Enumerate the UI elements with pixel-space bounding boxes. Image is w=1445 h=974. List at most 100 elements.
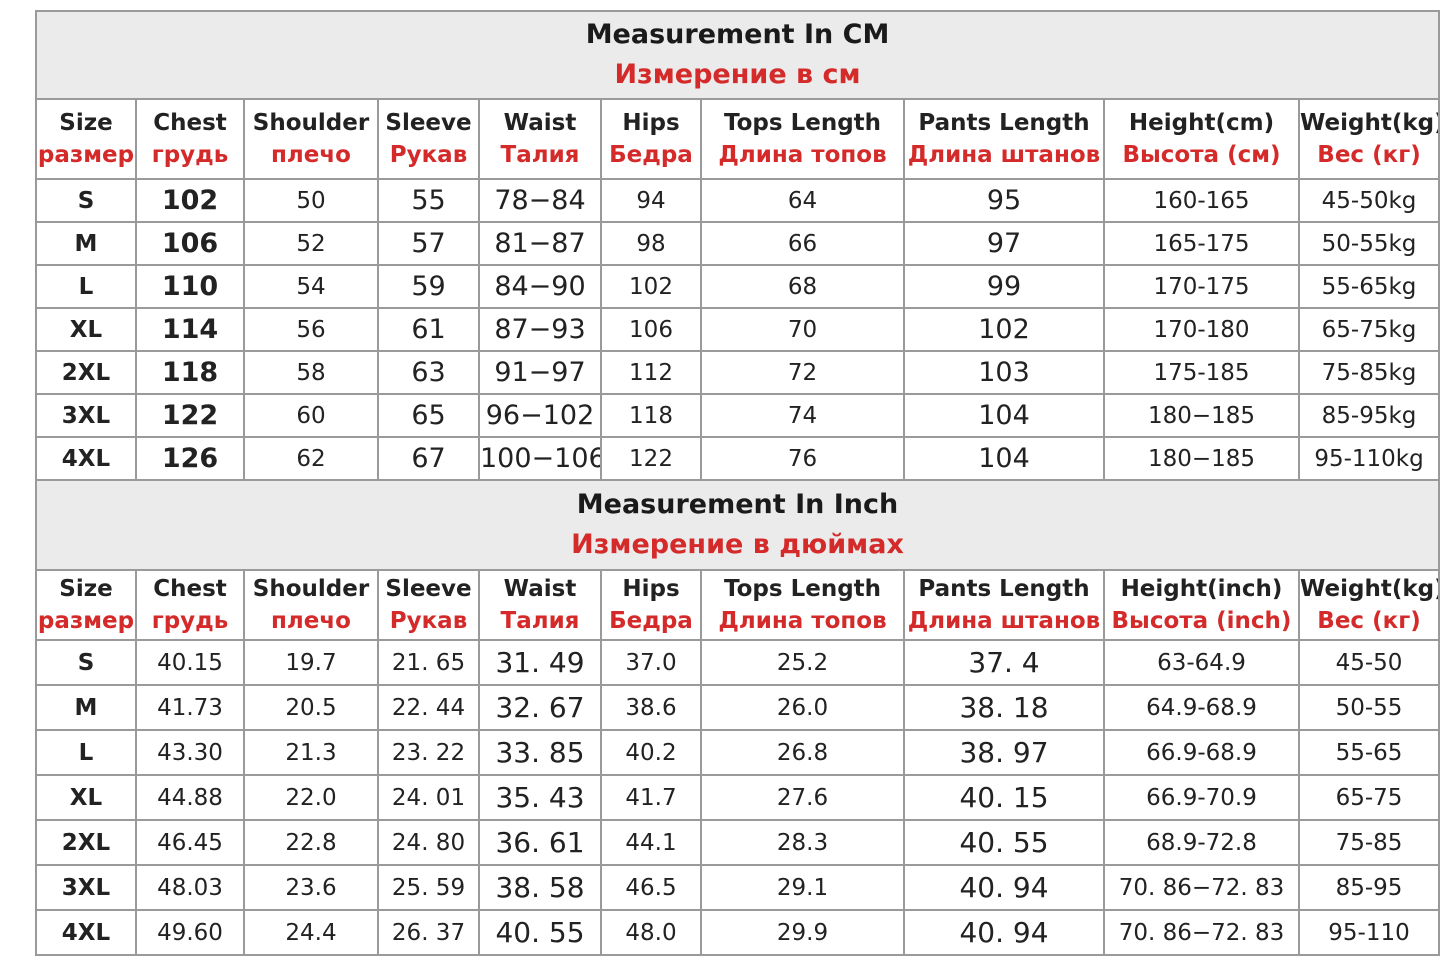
data-cell: 104 [903,436,1105,481]
title-row: Measurement In CM Измерение в см [34,10,1441,100]
data-cell: 165-175 [1103,221,1300,266]
data-row: M 41.73 20.5 22. 44 32. 67 38.6 26.0 38. 18 64.9… [35,684,1441,731]
data-cell: 87−93 [478,307,602,352]
data-cell: 31. 49 [478,639,602,686]
data-row: 3XL 122 60 65 96−102 118 74 104 180−185 85-95kg [35,393,1441,438]
header-ru: Рукав [389,142,468,168]
data-cell: 36. 61 [478,819,602,866]
data-cell: 76 [700,436,905,481]
header-ru: Талия [500,142,580,168]
data-cell: S [35,178,137,223]
data-cell: 3XL [35,393,137,438]
header-cell: Waist Талия [478,98,602,180]
data-cell: 98 [600,221,702,266]
header-cell: Tops Length Длина топов [700,569,905,641]
data-cell: 62 [243,436,379,481]
data-cell: 66 [700,221,905,266]
data-cell: 103 [903,350,1105,395]
data-cell: 23.6 [243,864,379,911]
data-cell: 35. 43 [478,774,602,821]
data-cell: 55-65 [1297,729,1441,776]
data-cell: 112 [600,350,702,395]
header-ru: Вес (кг) [1317,608,1421,634]
data-cell: 22.0 [243,774,379,821]
data-row: 4XL 126 62 67 100−106 122 76 104 180−185 95-110kg [35,436,1441,481]
header-en: Hips [622,576,680,602]
data-cell: 38.6 [600,684,702,731]
data-cell: 45-50 [1297,639,1441,686]
data-cell: 180−185 [1103,436,1300,481]
header-en: Tops Length [723,110,882,136]
data-cell: 63-64.9 [1103,639,1300,686]
data-cell: 65-75kg [1297,307,1441,352]
section-title: Measurement In CM [585,19,890,50]
header-ru: грудь [151,142,229,168]
header-cell: Waist Талия [478,569,602,641]
data-cell: 160-165 [1103,178,1300,223]
data-cell: 40. 55 [903,819,1105,866]
header-en: Size [59,576,113,602]
data-cell: 19.7 [243,639,379,686]
header-ru: размер [37,142,135,168]
section-subtitle: Измерение в см [614,59,861,90]
data-cell: 100−106 [478,436,602,481]
data-cell: 24. 80 [377,819,480,866]
header-en: Pants Length [918,576,1090,602]
data-cell: 54 [243,264,379,309]
header-cell: Size размер [35,569,137,641]
header-en: Weight(kg) [1300,576,1440,602]
data-cell: 58 [243,350,379,395]
title-cell: Measurement In CM Измерение в см [34,10,1441,100]
data-row: L 110 54 59 84−90 102 68 99 170-175 55-65kg [35,264,1441,309]
header-ru: Длина топов [718,608,887,634]
data-cell: 50-55 [1297,684,1441,731]
data-cell: 2XL [35,350,137,395]
data-row: L 43.30 21.3 23. 22 33. 85 40.2 26.8 38. 97 66.9… [35,729,1441,776]
data-cell: 170-180 [1103,307,1300,352]
header-en: Pants Length [918,110,1090,136]
data-cell: 64 [700,178,905,223]
data-cell: 48.03 [135,864,245,911]
header-ru: Длина штанов [907,608,1101,634]
header-cell: Hips Бедра [600,569,702,641]
data-cell: 25.2 [700,639,905,686]
data-cell: 118 [600,393,702,438]
header-ru: грудь [151,608,229,634]
header-cell: Pants Length Длина штанов [903,98,1105,180]
data-cell: 104 [903,393,1105,438]
data-row: XL 44.88 22.0 24. 01 35. 43 41.7 27.6 40. 15 66.… [35,774,1441,821]
header-cell: Hips Бедра [600,98,702,180]
data-cell: 57 [377,221,480,266]
data-cell: 45-50kg [1297,178,1441,223]
data-cell: 4XL [35,909,137,956]
header-cell: Size размер [35,98,137,180]
data-cell: L [35,729,137,776]
header-en: Waist [503,110,577,136]
data-cell: 75-85 [1297,819,1441,866]
data-cell: 26. 37 [377,909,480,956]
data-cell: 37. 4 [903,639,1105,686]
data-cell: 170-175 [1103,264,1300,309]
header-cell: Height(inch) Высота (inch) [1103,569,1300,641]
header-en: Shoulder [252,110,370,136]
data-row: 4XL 49.60 24.4 26. 37 40. 55 48.0 29.9 40. 94 70… [35,909,1441,956]
header-cell: Sleeve Рукав [377,98,480,180]
size-chart: Measurement In CM Измерение в см Size разме… [34,10,1441,956]
data-cell: 38. 58 [478,864,602,911]
data-cell: 40. 94 [903,864,1105,911]
data-cell: 26.8 [700,729,905,776]
data-cell: 72 [700,350,905,395]
data-cell: 22.8 [243,819,379,866]
data-cell: 40. 15 [903,774,1105,821]
data-cell: 65 [377,393,480,438]
data-cell: 46.45 [135,819,245,866]
data-cell: 59 [377,264,480,309]
data-row: 2XL 46.45 22.8 24. 80 36. 61 44.1 28.3 40. 55 68… [35,819,1441,866]
header-ru: Вес (кг) [1317,142,1421,168]
data-cell: 40.15 [135,639,245,686]
data-cell: M [35,221,137,266]
data-cell: 67 [377,436,480,481]
header-cell: Pants Length Длина штанов [903,569,1105,641]
data-cell: 40. 55 [478,909,602,956]
data-cell: 94 [600,178,702,223]
